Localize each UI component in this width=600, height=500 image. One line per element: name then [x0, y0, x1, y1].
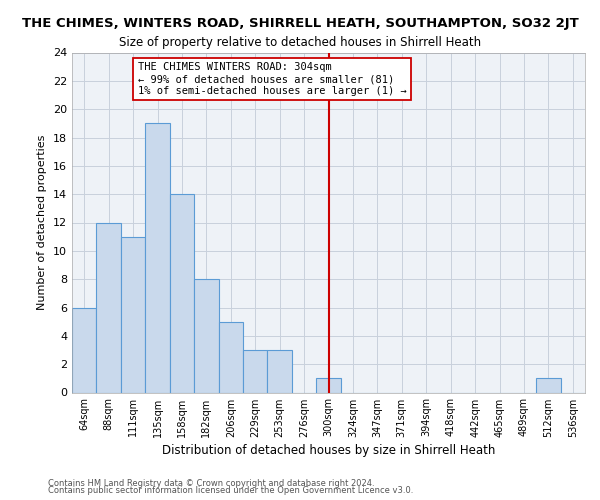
- Text: THE CHIMES WINTERS ROAD: 304sqm
← 99% of detached houses are smaller (81)
1% of : THE CHIMES WINTERS ROAD: 304sqm ← 99% of…: [138, 62, 407, 96]
- Bar: [536, 378, 560, 392]
- Bar: [268, 350, 292, 393]
- Bar: [97, 222, 121, 392]
- Bar: [218, 322, 243, 392]
- Bar: [243, 350, 268, 393]
- Bar: [145, 124, 170, 392]
- Y-axis label: Number of detached properties: Number of detached properties: [37, 135, 47, 310]
- Bar: [170, 194, 194, 392]
- Bar: [72, 308, 97, 392]
- Text: Contains HM Land Registry data © Crown copyright and database right 2024.: Contains HM Land Registry data © Crown c…: [48, 478, 374, 488]
- Bar: [194, 279, 218, 392]
- Text: THE CHIMES, WINTERS ROAD, SHIRRELL HEATH, SOUTHAMPTON, SO32 2JT: THE CHIMES, WINTERS ROAD, SHIRRELL HEATH…: [22, 18, 578, 30]
- Bar: [121, 236, 145, 392]
- Text: Size of property relative to detached houses in Shirrell Heath: Size of property relative to detached ho…: [119, 36, 481, 49]
- X-axis label: Distribution of detached houses by size in Shirrell Heath: Distribution of detached houses by size …: [162, 444, 495, 456]
- Text: Contains public sector information licensed under the Open Government Licence v3: Contains public sector information licen…: [48, 486, 413, 495]
- Bar: [316, 378, 341, 392]
